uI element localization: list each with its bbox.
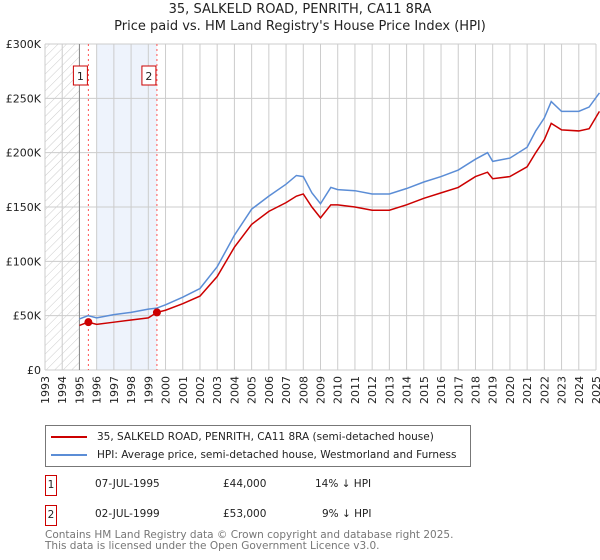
x-tick-label: 2021 bbox=[521, 376, 534, 404]
x-tick-label: 2019 bbox=[487, 376, 500, 404]
x-tick-label: 2022 bbox=[538, 376, 551, 404]
property-price-line bbox=[79, 110, 600, 327]
x-tick-label: 2007 bbox=[280, 376, 293, 404]
price: £44,000 bbox=[223, 478, 267, 490]
chart-subtitle: Price paid vs. HM Land Registry's House … bbox=[114, 19, 486, 34]
footer: Contains HM Land Registry data © Crown c… bbox=[45, 530, 453, 552]
x-tick-label: 1996 bbox=[91, 376, 104, 404]
sale-point bbox=[84, 318, 93, 327]
x-tick-label: 2011 bbox=[349, 376, 362, 404]
sale-label: 2 bbox=[145, 70, 152, 83]
x-tick-label: 2017 bbox=[452, 376, 465, 404]
x-tick-label: 2020 bbox=[504, 376, 517, 404]
date: 07-JUL-1995 bbox=[95, 478, 160, 490]
sale-label: 1 bbox=[77, 70, 84, 83]
x-tick-label: 2018 bbox=[469, 376, 482, 404]
sale-label-box bbox=[141, 65, 157, 86]
marker-badge: 2 bbox=[45, 505, 57, 526]
x-tick-label: 2025 bbox=[590, 376, 600, 404]
legend-blue-line bbox=[51, 454, 87, 456]
x-tick-label: 2023 bbox=[556, 376, 569, 404]
x-tick-label: 1994 bbox=[56, 376, 69, 404]
price-chart: 1993 1994 1995 1996 1997 1998 1999 2000 2001 2002… bbox=[6, 38, 600, 404]
legend-property: 35, SALKELD ROAD, PENRITH, CA11 8RA (sem… bbox=[97, 431, 434, 443]
x-tick-label: 2005 bbox=[246, 376, 259, 404]
y-tick-label: £300K bbox=[6, 38, 42, 51]
x-tick-label: 1997 bbox=[108, 376, 121, 404]
x-tick-label: 2014 bbox=[401, 376, 414, 404]
transaction-row: 1 07-JUL-1995 £44,000 14% ↓ HPI bbox=[45, 475, 445, 496]
legend: 35, SALKELD ROAD, PENRITH, CA11 8RA (sem… bbox=[45, 425, 471, 467]
x-tick-label: 2009 bbox=[315, 376, 328, 404]
y-tick-label: £200K bbox=[6, 147, 42, 160]
hpi-line bbox=[79, 92, 600, 320]
sale-point bbox=[152, 308, 161, 317]
y-tick-label: £250K bbox=[6, 92, 42, 105]
y-tick-label: £0 bbox=[27, 364, 41, 377]
x-tick-label: 2000 bbox=[160, 376, 173, 404]
footer-line-2: This data is licensed under the Open Gov… bbox=[45, 540, 380, 552]
x-tick-label: 2008 bbox=[297, 376, 310, 404]
price: £53,000 bbox=[223, 508, 267, 520]
hpi-diff: 14% ↓ HPI bbox=[315, 478, 372, 490]
y-tick-label: £50K bbox=[13, 310, 42, 323]
x-tick-label: 2015 bbox=[418, 376, 431, 404]
x-tick-label: 1993 bbox=[39, 376, 52, 404]
x-tick-label: 2012 bbox=[366, 376, 379, 404]
x-tick-label: 1995 bbox=[73, 376, 86, 404]
hpi-diff: 9% ↓ HPI bbox=[322, 508, 372, 520]
x-tick-label: 2006 bbox=[263, 376, 276, 404]
x-tick-label: 2016 bbox=[435, 376, 448, 404]
chart-title: 35, SALKELD ROAD, PENRITH, CA11 8RA bbox=[168, 2, 432, 17]
x-tick-label: 2013 bbox=[383, 376, 396, 404]
x-tick-label: 2024 bbox=[573, 376, 586, 404]
sale-label-box bbox=[72, 65, 88, 86]
y-tick-label: £100K bbox=[6, 255, 42, 268]
x-tick-label: 1998 bbox=[125, 376, 138, 404]
x-tick-label: 1999 bbox=[142, 376, 155, 404]
x-tick-label: 2001 bbox=[177, 376, 190, 404]
x-tick-label: 2010 bbox=[332, 376, 345, 404]
x-tick-label: 2003 bbox=[211, 376, 224, 404]
footer-line-1: Contains HM Land Registry data © Crown c… bbox=[45, 529, 454, 541]
date: 02-JUL-1999 bbox=[95, 508, 160, 520]
marker-badge: 1 bbox=[45, 475, 57, 496]
x-tick-label: 2004 bbox=[228, 376, 241, 404]
y-tick-label: £150K bbox=[6, 201, 42, 214]
legend-hpi: HPI: Average price, semi-detached house,… bbox=[97, 449, 457, 461]
transaction-row: 2 02-JUL-1999 £53,000 9% ↓ HPI bbox=[45, 505, 445, 526]
legend-red-line bbox=[51, 436, 87, 438]
x-tick-label: 2002 bbox=[194, 376, 207, 404]
